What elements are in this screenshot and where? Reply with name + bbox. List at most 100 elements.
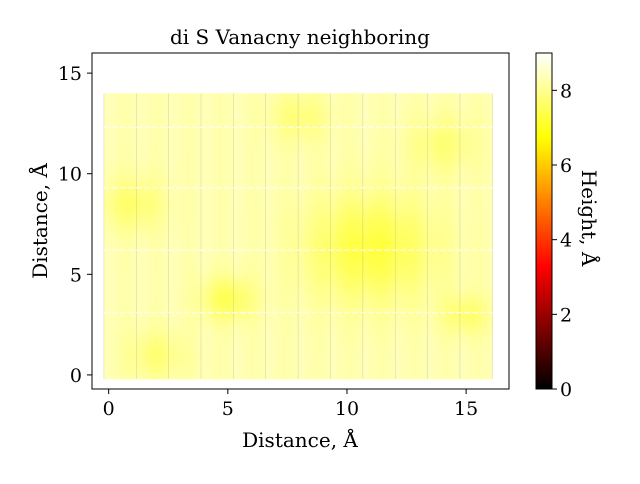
heatmap-cell [190, 326, 197, 332]
heatmap-cell [379, 240, 385, 247]
heatmap-cell [470, 207, 477, 213]
heatmap-cell [168, 150, 175, 156]
heatmap-cell [330, 293, 337, 299]
heatmap-cell [184, 198, 191, 204]
heatmap-cell [411, 226, 418, 232]
heatmap-cell [341, 164, 348, 170]
heatmap-cell [308, 121, 315, 127]
heatmap-cell [346, 321, 353, 327]
heatmap-cell [357, 317, 364, 323]
heatmap-cell [400, 364, 407, 370]
heatmap-cell [103, 164, 110, 170]
heatmap-cell [379, 164, 385, 170]
heatmap-cell [260, 269, 267, 275]
heatmap-cell [406, 98, 412, 104]
heatmap-cell [260, 126, 267, 132]
heatmap-cell [141, 250, 148, 256]
heatmap-cell [454, 340, 461, 347]
heatmap-cell [389, 259, 396, 266]
heatmap-cell [157, 212, 164, 218]
heatmap-cell [206, 317, 213, 323]
heatmap-cell [384, 274, 391, 280]
heatmap-cell [454, 212, 461, 218]
heatmap-cell [190, 212, 197, 218]
heatmap-cell [217, 321, 223, 327]
heatmap-cell [130, 269, 137, 275]
heatmap-cell [227, 93, 234, 99]
heatmap-cell [454, 126, 461, 132]
heatmap-cell [281, 212, 288, 218]
heatmap-cell [281, 159, 288, 166]
heatmap-cell [303, 226, 310, 232]
heatmap-cell [136, 231, 143, 237]
heatmap-cell [147, 164, 153, 170]
heatmap-cell [308, 302, 315, 308]
heatmap-cell [120, 312, 126, 318]
heatmap-cell [147, 307, 153, 313]
heatmap-cell [459, 131, 466, 137]
heatmap-cell [400, 255, 407, 261]
heatmap-cell [411, 131, 418, 137]
heatmap-cell [432, 336, 439, 342]
heatmap-cell [481, 112, 488, 118]
heatmap-cell [438, 231, 445, 237]
heatmap-cell [174, 188, 180, 194]
heatmap-cell [362, 321, 369, 327]
heatmap-cell [141, 374, 148, 380]
heatmap-cell [201, 178, 207, 185]
heatmap-cell [233, 226, 240, 232]
heatmap-cell [400, 259, 407, 266]
heatmap-cell [438, 336, 445, 342]
heatmap-cell [427, 164, 434, 170]
heatmap-cell [319, 326, 326, 332]
heatmap-cell [384, 150, 391, 156]
heatmap-cell [481, 317, 488, 323]
heatmap-cell [486, 250, 493, 256]
heatmap-cell [249, 274, 256, 280]
heatmap-cell [201, 307, 207, 313]
heatmap-cell [190, 107, 197, 113]
heatmap-cell [379, 288, 385, 294]
heatmap-cell [271, 264, 277, 270]
heatmap-cell [163, 188, 170, 194]
heatmap-cell [184, 169, 191, 175]
heatmap-cell [357, 145, 364, 151]
heatmap-cell [163, 350, 170, 356]
heatmap-cell [406, 217, 412, 223]
heatmap-cell [276, 345, 283, 351]
heatmap-cell [195, 317, 202, 323]
heatmap-cell [341, 269, 348, 275]
heatmap-cell [130, 326, 137, 332]
heatmap-cell [168, 245, 175, 251]
heatmap-cell [120, 297, 126, 304]
heatmap-cell [443, 155, 450, 161]
heatmap-cell [470, 117, 477, 123]
heatmap-cell [341, 307, 348, 313]
heatmap-cell [470, 274, 477, 280]
heatmap-cell [422, 255, 428, 261]
heatmap-cell [432, 121, 439, 127]
heatmap-cell [352, 340, 358, 347]
heatmap-cell [459, 274, 466, 280]
heatmap-cell [276, 240, 283, 247]
heatmap-cell [211, 274, 218, 280]
heatmap-cell [211, 117, 218, 123]
heatmap-cell [195, 250, 202, 256]
heatmap-cell [157, 202, 164, 208]
heatmap-cell [422, 93, 428, 99]
heatmap-cell [179, 364, 186, 370]
heatmap-cell [335, 159, 342, 166]
heatmap-cell [438, 369, 445, 375]
heatmap-cell [168, 178, 175, 185]
heatmap-cell [238, 326, 245, 332]
heatmap-cell [432, 126, 439, 132]
heatmap-cell [384, 345, 391, 351]
heatmap-cell [233, 93, 240, 99]
heatmap-cell [389, 183, 396, 189]
heatmap-cell [233, 269, 240, 275]
heatmap-cell [335, 364, 342, 370]
heatmap-cell [319, 259, 326, 266]
heatmap-cell [459, 102, 466, 108]
heatmap-cell [454, 278, 461, 285]
heatmap-cell [400, 245, 407, 251]
